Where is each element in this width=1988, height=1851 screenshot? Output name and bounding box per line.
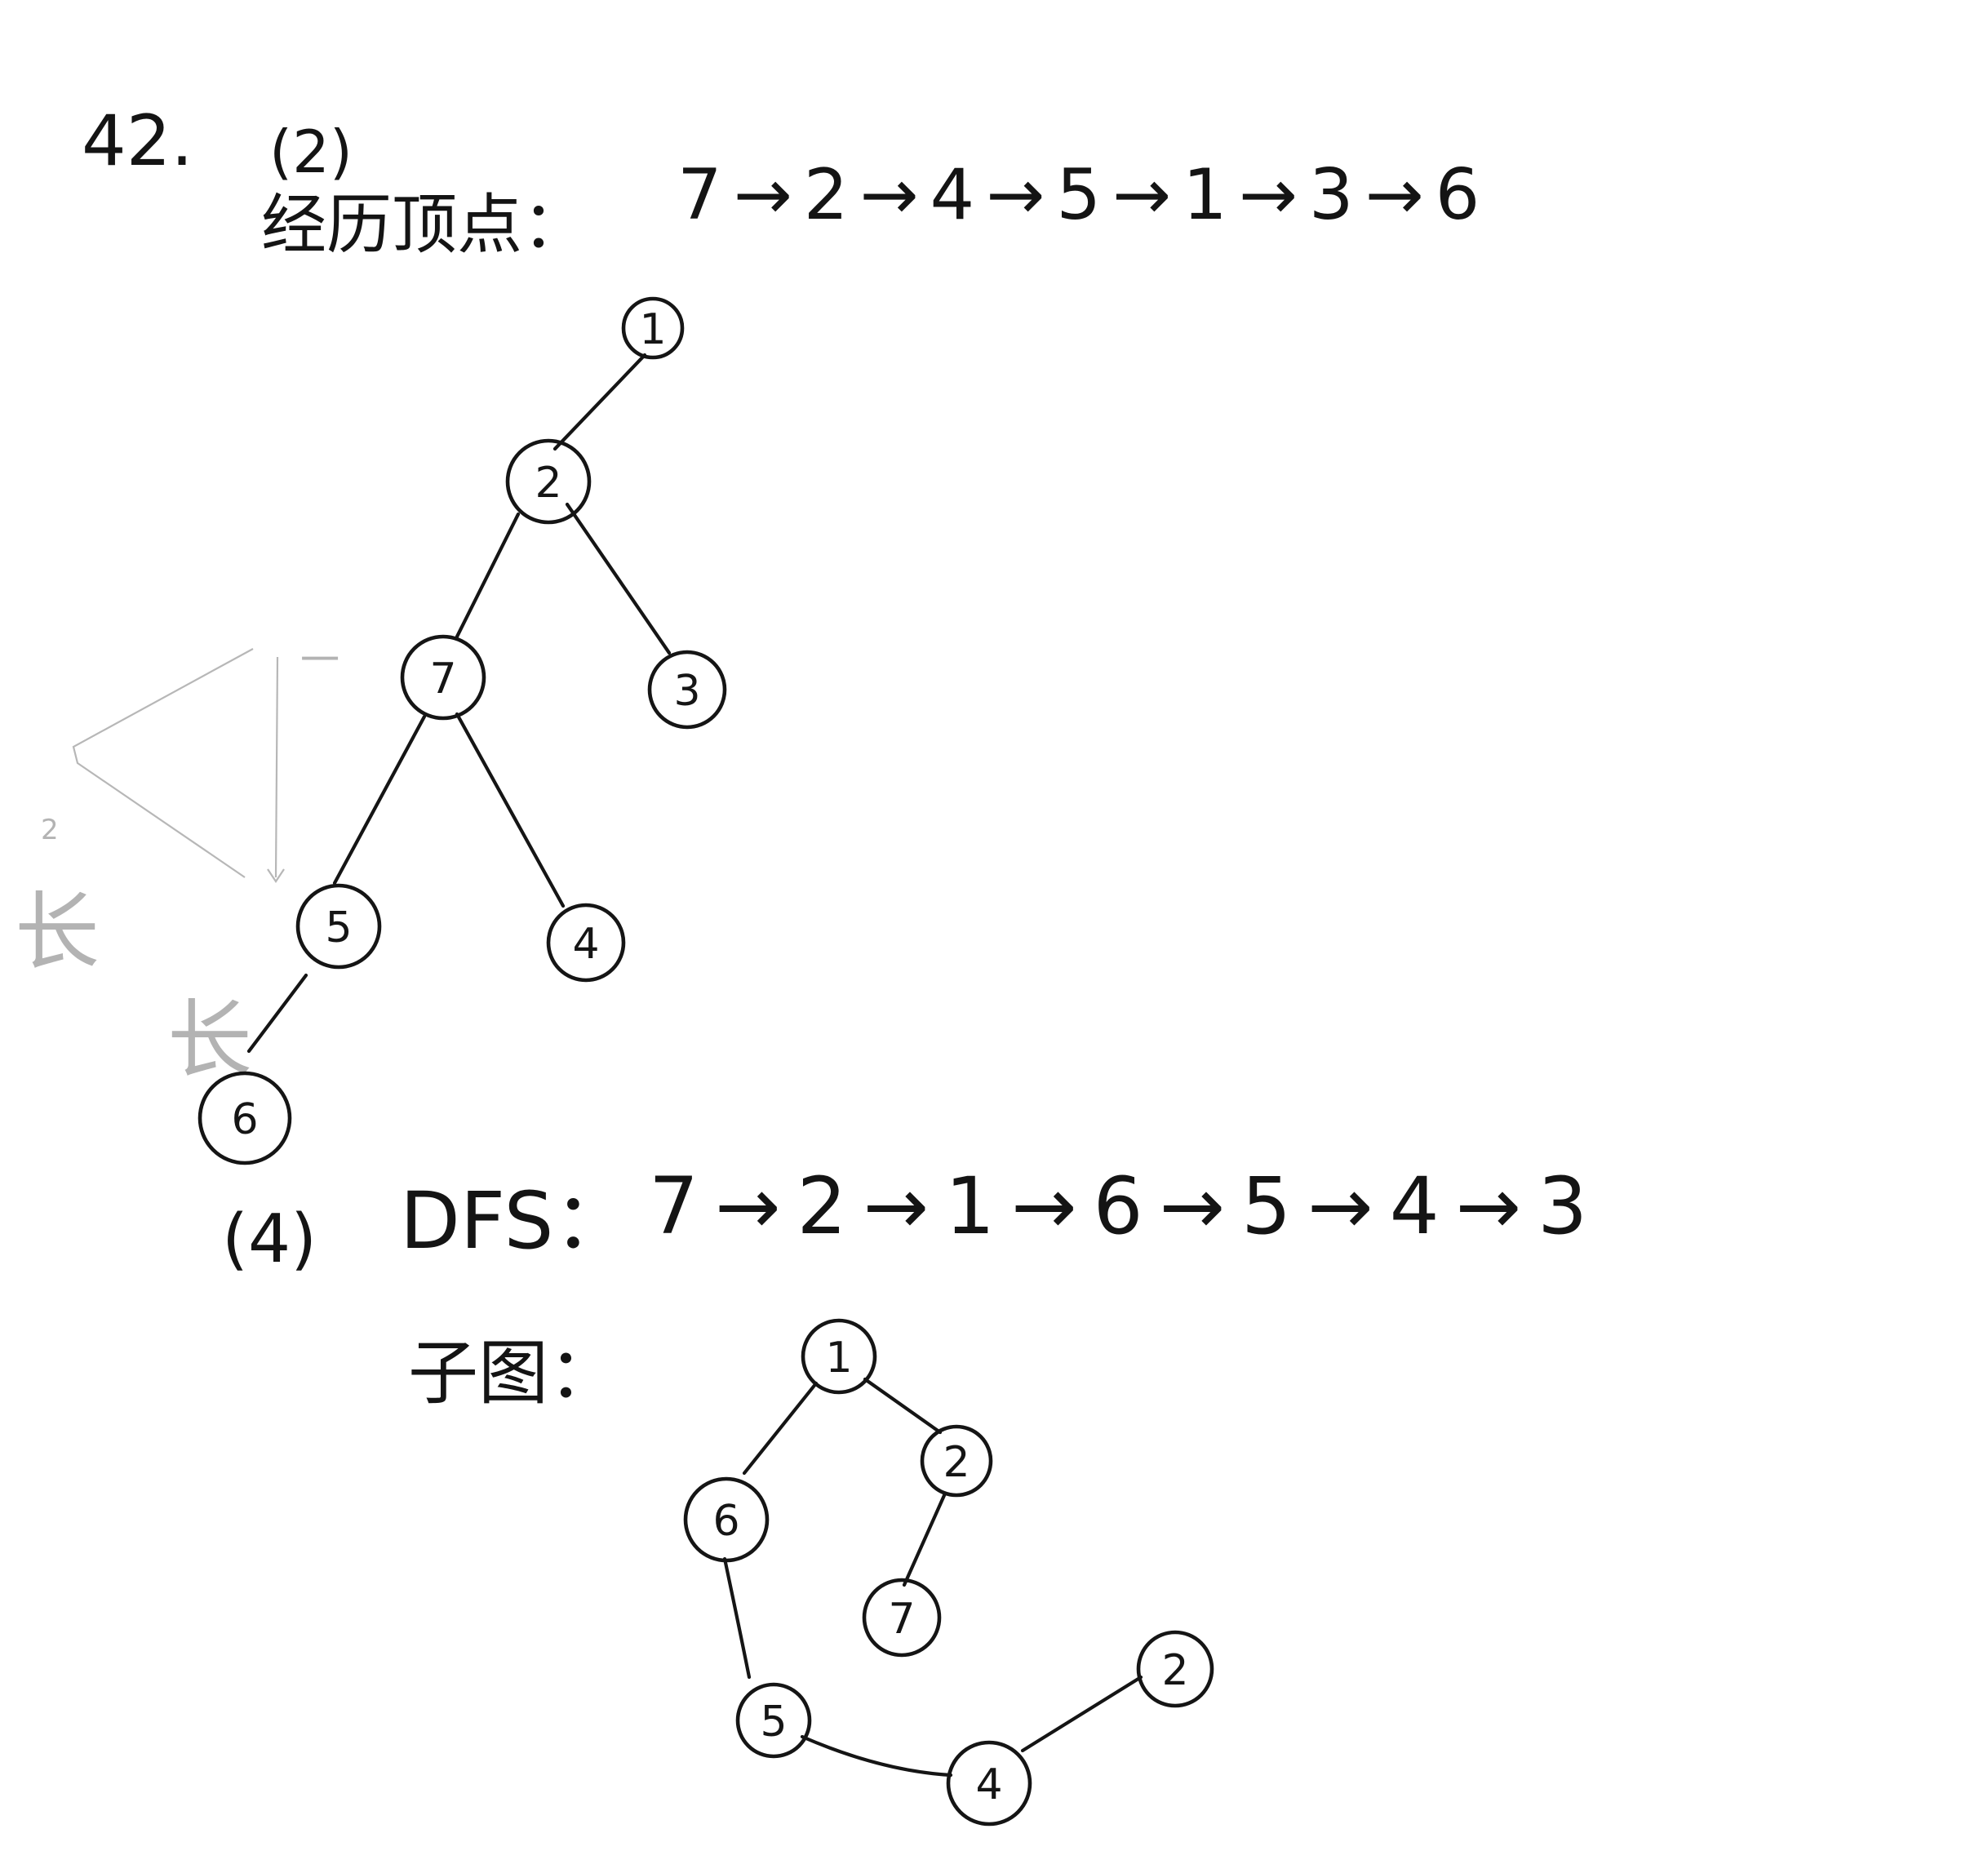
bfs-node-7: 7 <box>400 634 486 721</box>
svg-text:4: 4 <box>572 920 599 969</box>
bfs-edge-5-6 <box>246 973 308 1054</box>
bfs-edge-7-5 <box>332 714 427 886</box>
dfs-edge-4-2 <box>1020 1675 1143 1753</box>
svg-text:1: 1 <box>639 305 666 354</box>
faint-mark-2: 2 <box>41 814 59 846</box>
bfs-node-1: 1 <box>621 296 685 360</box>
bfs-tree: 1 2 7 3 5 4 6 <box>197 296 727 1165</box>
dfs-edge-1-6 <box>742 1381 819 1476</box>
dfs-edge-5-4 <box>800 1734 953 1778</box>
svg-text:6: 6 <box>231 1095 258 1144</box>
svg-text:5: 5 <box>760 1698 787 1747</box>
svg-text:6: 6 <box>712 1497 739 1546</box>
bfs-edge-1-2 <box>552 353 647 451</box>
faint-arrow <box>267 656 285 883</box>
dfs-edge-2-7 <box>902 1491 947 1587</box>
subgraph-label: 子图： <box>408 1333 619 1414</box>
bfs-node-2: 2 <box>505 438 592 525</box>
bfs-edge-2-7 <box>455 512 521 639</box>
dfs-node-5: 5 <box>735 1682 812 1759</box>
part-4-label: (4) <box>222 1201 317 1278</box>
bfs-edge-7-4 <box>455 712 566 908</box>
svg-text:3: 3 <box>673 667 700 716</box>
dfs-sequence: 7→2→1→6→5→4→3 <box>649 1161 1604 1252</box>
faint-sketch: 一 2 长 长 <box>15 637 339 1090</box>
svg-text:2: 2 <box>943 1438 970 1487</box>
dfs-node-7: 7 <box>862 1578 942 1658</box>
faint-mark-1: 一 <box>300 637 339 683</box>
dfs-edge-6-5 <box>722 1556 752 1680</box>
svg-text:4: 4 <box>975 1760 1002 1809</box>
dfs-node-2b: 2 <box>1136 1630 1214 1708</box>
dfs-node-2: 2 <box>920 1424 993 1498</box>
dfs-node-4: 4 <box>946 1740 1032 1827</box>
svg-text:5: 5 <box>325 903 352 952</box>
svg-text:7: 7 <box>888 1595 915 1644</box>
bfs-label: 经历顶点： <box>261 187 588 263</box>
svg-text:7: 7 <box>429 655 456 704</box>
bfs-node-6: 6 <box>197 1071 292 1165</box>
bfs-node-5: 5 <box>295 883 382 970</box>
svg-text:1: 1 <box>825 1334 852 1383</box>
dfs-node-1: 1 <box>801 1318 877 1395</box>
faint-mark-3: 长 <box>15 882 100 982</box>
dfs-edge-1-2 <box>863 1377 943 1435</box>
faint-bracket <box>72 648 254 878</box>
dfs-node-6: 6 <box>683 1476 770 1563</box>
part-2-label: (2) <box>269 118 353 186</box>
bfs-edge-2-3 <box>565 502 672 655</box>
bfs-node-4: 4 <box>546 903 626 983</box>
problem-number: 42. <box>82 100 193 182</box>
bfs-node-3: 3 <box>647 650 727 730</box>
bfs-sequence: 7→2→4→5→1→3→6 <box>677 154 1492 236</box>
dfs-subgraph: 1 2 6 7 5 4 2 <box>683 1318 1214 1827</box>
svg-text:2: 2 <box>535 459 561 508</box>
dfs-label: DFS： <box>400 1175 632 1267</box>
svg-text:2: 2 <box>1161 1646 1188 1695</box>
